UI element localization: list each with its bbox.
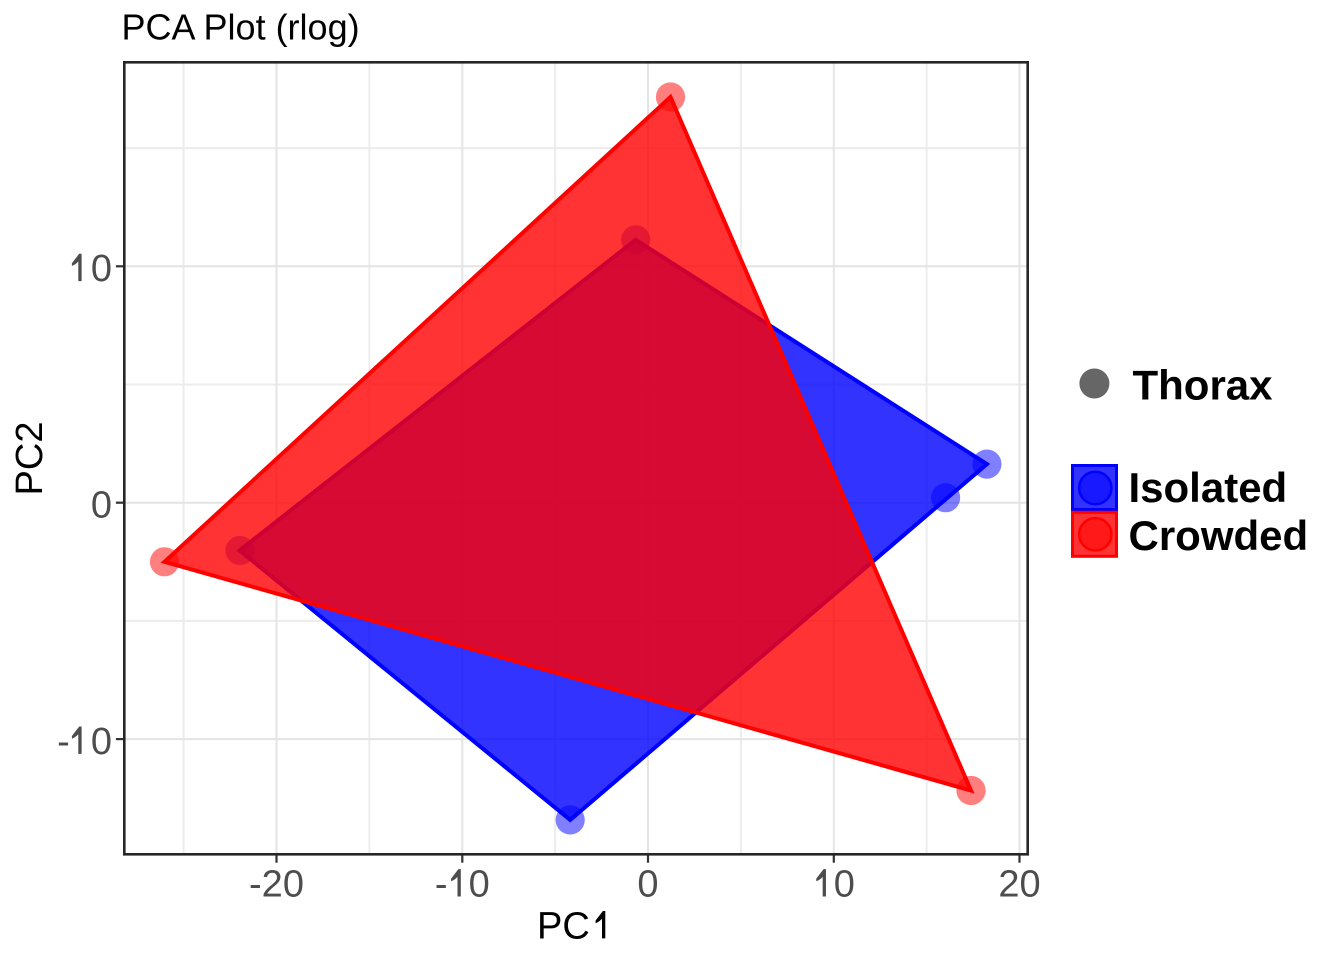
svg-text:20: 20 [998, 864, 1040, 906]
svg-text:Thorax: Thorax [1133, 362, 1274, 409]
svg-text:PCA Plot (rlog): PCA Plot (rlog) [122, 7, 360, 48]
svg-text:Crowded: Crowded [1129, 512, 1309, 559]
svg-text:0: 0 [637, 864, 658, 906]
svg-text:PC2: PC2 [9, 422, 51, 496]
svg-text:-20: -20 [249, 864, 304, 906]
svg-text:Isolated: Isolated [1129, 464, 1288, 511]
svg-text:0: 0 [91, 485, 112, 527]
